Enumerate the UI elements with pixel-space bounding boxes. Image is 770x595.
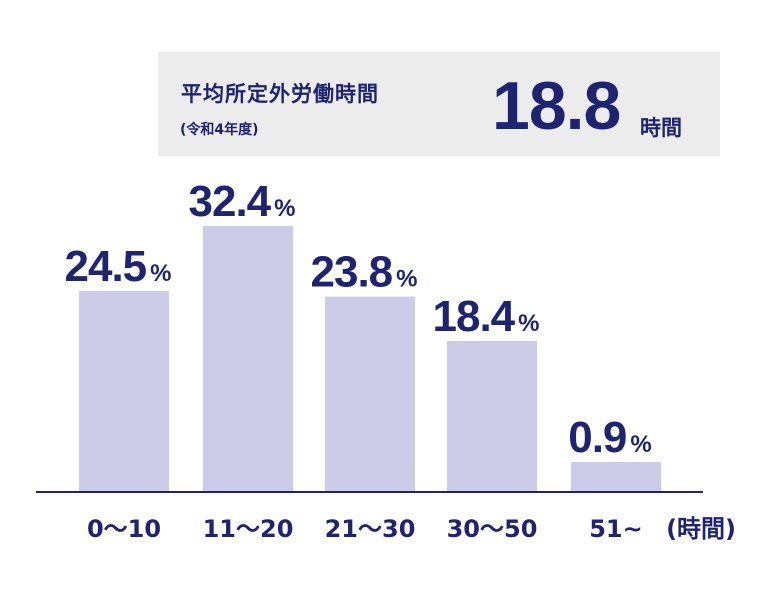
category-label-3: 21〜30 (325, 515, 416, 543)
summary-unit: 時間 (640, 116, 682, 140)
category-label-5: 51~ (589, 515, 643, 543)
category-label-2: 11〜20 (203, 515, 294, 543)
bar-1 (79, 290, 169, 492)
value-label-5: 0.9% (568, 413, 652, 462)
value-label-4: 18.4% (433, 292, 540, 341)
labels-group: 24.5 % 0〜10 32.4 % 11〜20 23.8 % 21〜30 18.4 % 30〜50 0… (65, 177, 736, 543)
value-label-1: 24.5% (65, 242, 172, 291)
x-axis-label: (時間) (666, 515, 736, 543)
category-label-4: 30〜50 (447, 515, 538, 543)
summary-box (158, 52, 720, 156)
bar-3 (325, 296, 415, 492)
summary-value: 18.8 (492, 68, 621, 144)
bar-4 (447, 340, 537, 492)
bar-2 (203, 226, 293, 492)
value-label-3: 23.8% (311, 248, 418, 297)
category-label-1: 0〜10 (87, 515, 161, 543)
bars-group (79, 226, 661, 492)
summary-label: 平均所定外労働時間 (181, 82, 379, 106)
summary-sublabel: (令和4年度) (180, 122, 259, 138)
value-label-2: 32.4% (189, 177, 296, 226)
bar-5 (571, 462, 661, 492)
